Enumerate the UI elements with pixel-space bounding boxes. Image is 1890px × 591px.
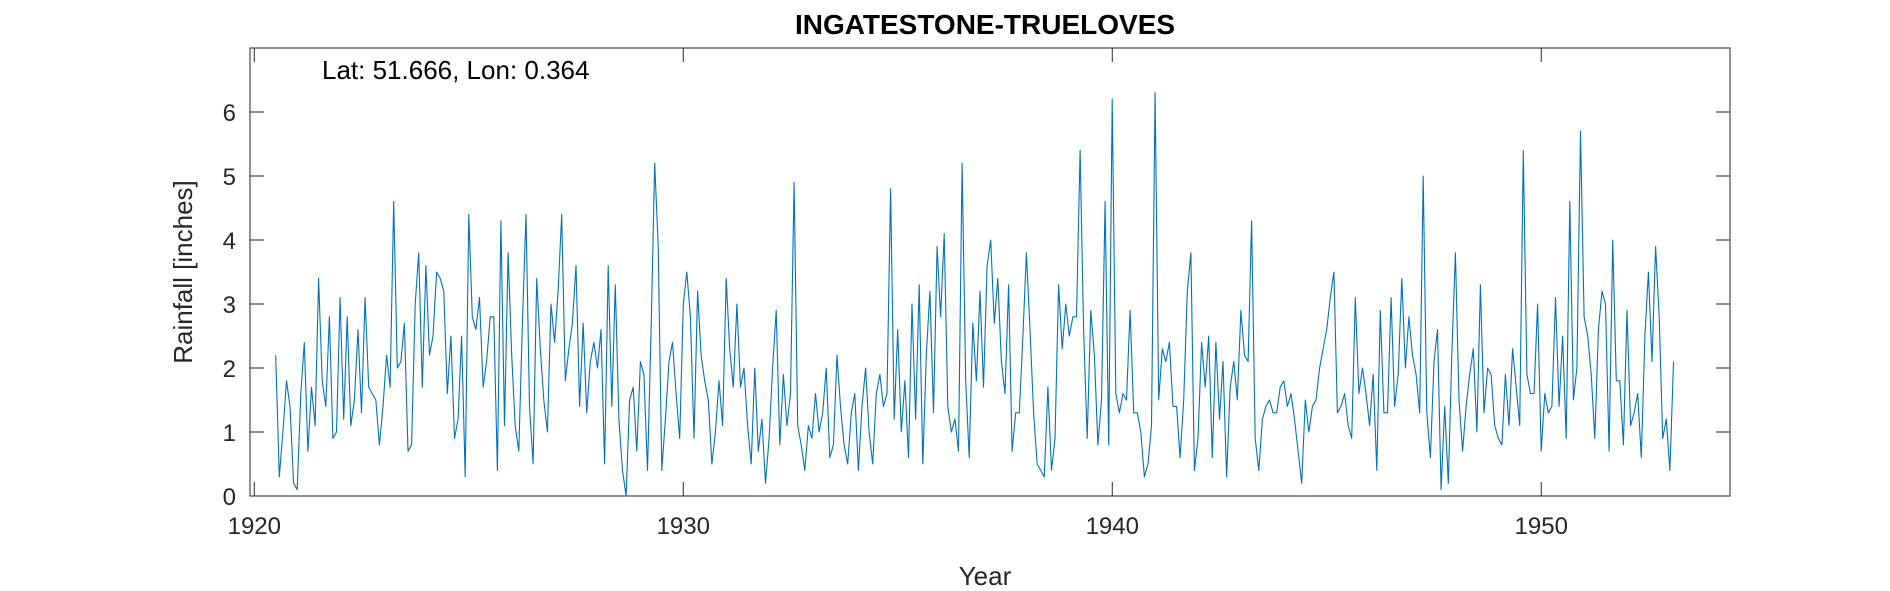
plot-area [249,47,1731,497]
x-tick-label: 1930 [657,513,710,540]
y-axis-label: Rainfall [inches] [168,180,198,364]
y-tick-label: 6 [223,100,236,127]
y-tick-label: 4 [223,228,236,255]
location-annotation: Lat: 51.666, Lon: 0.364 [322,55,589,85]
x-tick-label: 1950 [1515,513,1568,540]
chart-title: INGATESTONE-TRUELOVES [795,9,1175,40]
y-tick-label: 1 [223,420,236,447]
x-axis: 1920 1930 1940 1950 [228,48,1568,540]
y-tick-label: 2 [223,356,236,383]
x-tick-label: 1940 [1086,513,1139,540]
y-tick-label: 0 [223,484,236,511]
x-axis-label: Year [959,561,1012,591]
y-tick-label: 3 [223,292,236,319]
x-tick-label: 1920 [228,513,281,540]
rainfall-series-line [275,92,1675,497]
y-tick-label: 5 [223,164,236,191]
y-axis: 0 1 2 3 4 5 6 [223,100,1730,511]
